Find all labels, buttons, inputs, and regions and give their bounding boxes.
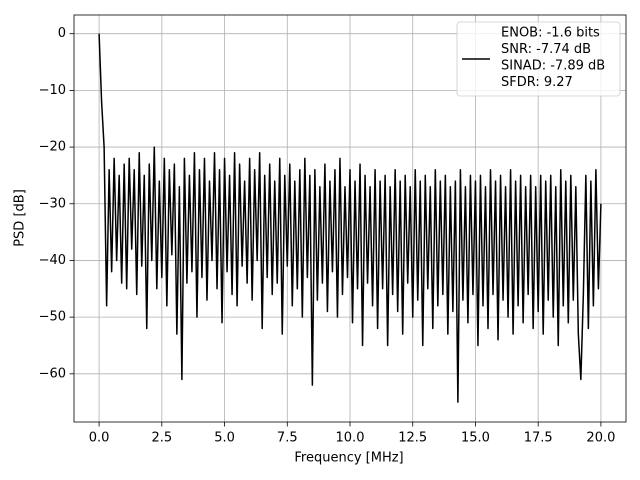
x-tick-label: 15.0 [461, 431, 490, 446]
y-tick-label: 0 [58, 26, 66, 41]
y-tick-label: −40 [39, 253, 66, 268]
axes-frame [73, 14, 627, 423]
x-tick-label: 12.5 [398, 431, 427, 446]
x-axis-label: Frequency [MHz] [294, 451, 403, 466]
x-tick-label: 17.5 [524, 431, 553, 446]
y-tick-label: −60 [39, 366, 66, 381]
y-tick-label: −10 [39, 83, 66, 98]
legend-label: SFDR: 9.27 [501, 75, 573, 90]
legend-label: ENOB: -1.6 bits [501, 26, 600, 41]
y-tick-label: −30 [39, 196, 66, 211]
psd-line [98, 33, 602, 403]
x-tick-label: 0.0 [89, 431, 110, 446]
y-tick-label: −50 [39, 310, 66, 325]
legend-box [456, 21, 621, 97]
x-tick-label: 10.0 [336, 431, 365, 446]
legend-label: SNR: -7.74 dB [501, 42, 591, 57]
y-axis-label: PSD [dB] [13, 189, 28, 247]
legend-label: SINAD: -7.89 dB [501, 59, 605, 74]
x-tick-label: 20.0 [586, 431, 615, 446]
x-tick-label: 7.5 [277, 431, 298, 446]
x-tick-label: 2.5 [151, 431, 172, 446]
y-tick-label: −20 [39, 140, 66, 155]
x-tick-label: 5.0 [214, 431, 235, 446]
